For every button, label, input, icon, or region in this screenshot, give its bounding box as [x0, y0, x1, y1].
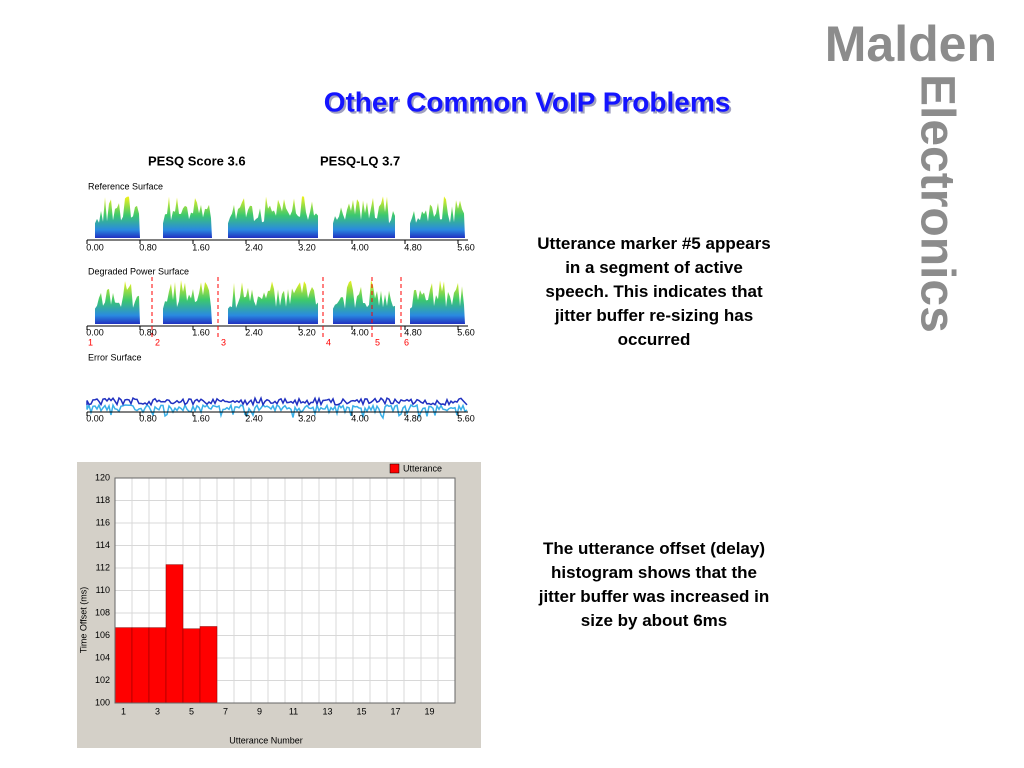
x-tick-label: 9 [257, 706, 262, 716]
y-tick-label: 120 [95, 472, 110, 482]
logo-line2: Electronics [910, 74, 963, 333]
bar [131, 627, 150, 704]
plot-border [114, 477, 456, 704]
time-tick-label: 5.60 [457, 413, 475, 423]
pesq-lq: PESQ-LQ 3.7 [320, 153, 400, 168]
surface-label: Degraded Power Surface [88, 266, 189, 276]
x-tick-label: 11 [289, 706, 298, 716]
utterance-marker: 1 [88, 337, 93, 347]
logo-line1: Malden [825, 16, 997, 72]
utterance-marker: 4 [326, 337, 331, 347]
x-tick-label: 17 [390, 706, 400, 716]
time-tick-label: 4.00 [351, 413, 369, 423]
time-tick-label: 5.60 [457, 242, 475, 252]
utterance-marker: 3 [221, 337, 226, 347]
time-tick-label: 4.80 [404, 413, 422, 423]
time-tick-label: 3.20 [298, 413, 316, 423]
x-tick-label: 1 [121, 706, 126, 716]
title-shadow: Other Common VoIP Problems [326, 88, 733, 119]
waveform [163, 196, 212, 238]
time-tick-label: 4.80 [404, 327, 422, 337]
utterance-marker: 5 [375, 337, 380, 347]
time-tick-label: 0.80 [139, 242, 157, 252]
time-tick-label: 4.00 [351, 242, 369, 252]
x-axis-label: Utterance Number [229, 735, 303, 745]
y-tick-label: 112 [96, 562, 110, 572]
x-tick-label: 19 [424, 706, 434, 716]
waveform [95, 281, 140, 324]
surface-label: Reference Surface [88, 181, 163, 191]
y-tick-label: 108 [95, 607, 110, 617]
y-tick-label: 116 [96, 517, 110, 527]
legend-label: Utterance [403, 463, 442, 473]
waveform [333, 196, 395, 238]
x-tick-label: 3 [155, 706, 160, 716]
time-tick-label: 2.40 [245, 413, 263, 423]
time-tick-label: 5.60 [457, 327, 475, 337]
utterance-marker: 2 [155, 337, 160, 347]
bar [165, 564, 184, 704]
waveform [333, 280, 395, 324]
title: Other Common VoIP Problems [324, 86, 731, 117]
bar [199, 626, 218, 704]
time-tick-label: 2.40 [245, 242, 263, 252]
y-tick-label: 106 [95, 630, 110, 640]
time-tick-label: 3.20 [298, 242, 316, 252]
error-wave [86, 402, 468, 420]
y-tick-label: 118 [96, 495, 110, 505]
time-tick-label: 1.60 [192, 413, 210, 423]
y-tick-label: 114 [96, 540, 110, 550]
waveform [163, 280, 212, 324]
time-tick-label: 2.40 [245, 327, 263, 337]
time-tick-label: 0.00 [86, 413, 104, 423]
time-tick-label: 1.60 [192, 327, 210, 337]
time-tick-label: 1.60 [192, 242, 210, 252]
y-tick-label: 104 [95, 652, 110, 662]
note-2: The utterance offset (delay) histogram s… [538, 539, 770, 630]
time-tick-label: 4.80 [404, 242, 422, 252]
bar [148, 627, 167, 704]
time-tick-label: 0.80 [139, 413, 157, 423]
waveform [228, 281, 318, 324]
waveform [410, 280, 465, 324]
waveform [228, 196, 318, 238]
y-tick-label: 100 [95, 697, 110, 707]
utterance-marker: 6 [404, 337, 409, 347]
time-tick-label: 3.20 [298, 327, 316, 337]
legend-swatch [389, 463, 400, 474]
waveform [95, 196, 140, 238]
waveform [410, 196, 465, 238]
x-tick-label: 15 [356, 706, 366, 716]
y-tick-label: 110 [96, 585, 110, 595]
time-tick-label: 0.00 [86, 242, 104, 252]
error-wave [86, 396, 468, 407]
time-tick-label: 0.00 [86, 327, 104, 337]
bar [114, 627, 133, 704]
pesq-score: PESQ Score 3.6 [148, 153, 246, 168]
x-tick-label: 5 [189, 706, 194, 716]
note-1: Utterance marker #5 appears in a segment… [537, 234, 771, 349]
time-tick-label: 0.80 [139, 327, 157, 337]
x-tick-label: 13 [322, 706, 332, 716]
y-axis-label: Time Offset (ms) [78, 587, 88, 654]
y-tick-label: 102 [95, 675, 110, 685]
bar [182, 628, 201, 704]
x-tick-label: 7 [223, 706, 228, 716]
time-tick-label: 4.00 [351, 327, 369, 337]
surface-label: Error Surface [88, 352, 142, 362]
